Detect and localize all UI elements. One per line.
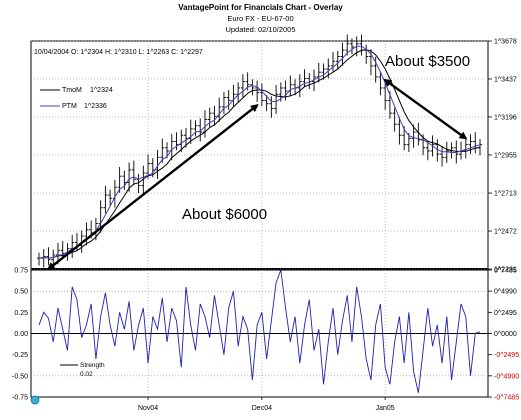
strength-left-tick-label: 0.25 xyxy=(14,310,28,317)
price-tick-label: 1^3678 xyxy=(494,39,517,46)
ptm-legend-name: PTM xyxy=(62,103,77,110)
ptm-line xyxy=(38,45,481,259)
updated-date: Updated: 02/10/2005 xyxy=(225,25,296,34)
annotation-label: About $6000 xyxy=(182,206,267,223)
strength-left-tick-label: -0.75 xyxy=(12,395,28,402)
annotation-arrow xyxy=(383,78,468,140)
price-tick-label: 1^2955 xyxy=(494,152,517,159)
scroll-handle-icon[interactable] xyxy=(30,395,40,405)
strength-right-tick-label: -0^2495 xyxy=(494,352,519,359)
price-tick-label: 1^3437 xyxy=(494,76,517,83)
price-tick-label: 1^3196 xyxy=(494,114,517,121)
strength-legend-value: 0.02 xyxy=(80,371,93,378)
tmom-legend-value: 1^2324 xyxy=(90,87,113,94)
strength-left-tick-label: -0.50 xyxy=(12,373,28,380)
strength-line xyxy=(38,269,481,393)
tmom-line xyxy=(38,49,481,259)
price-tick-label: 1^2713 xyxy=(494,191,517,198)
strength-left-tick-label: 0.00 xyxy=(14,331,28,338)
x-tick-label: Nov04 xyxy=(138,405,158,412)
ptm-legend-value: 1^2336 xyxy=(84,103,107,110)
strength-legend-name: Strength xyxy=(80,362,105,369)
annotation-arrow xyxy=(46,104,259,271)
strength-right-tick-label: 0^0000 xyxy=(494,331,517,338)
strength-left-tick-label: 0.75 xyxy=(14,268,28,275)
annotation-label: About $3500 xyxy=(385,53,470,70)
tmom-legend-name: TmoM xyxy=(62,87,82,94)
price-tick-label: 1^2231 xyxy=(494,267,517,274)
price-tick-label: 1^2472 xyxy=(494,229,517,236)
chart-title: VantagePoint for Financials Chart - Over… xyxy=(178,3,343,12)
strength-right-tick-label: -0^7485 xyxy=(494,395,519,402)
strength-right-tick-label: 0^2495 xyxy=(494,310,517,317)
strength-right-tick-label: 0^4990 xyxy=(494,289,517,296)
strength-left-tick-label: 0.50 xyxy=(14,289,28,296)
price-info-readout: 10/04/2004 O: 1^2304 H: 1^2310 L: 1^2263… xyxy=(34,49,203,56)
x-tick-label: Jan05 xyxy=(376,405,395,412)
strength-left-tick-label: -0.25 xyxy=(12,352,28,359)
chart-subtitle: Euro FX - EU-67-00 xyxy=(227,14,294,23)
strength-right-tick-label: -0^4990 xyxy=(494,373,519,380)
x-tick-label: Dec04 xyxy=(252,405,272,412)
strength-right-tick-label: 0^7485 xyxy=(494,268,517,275)
